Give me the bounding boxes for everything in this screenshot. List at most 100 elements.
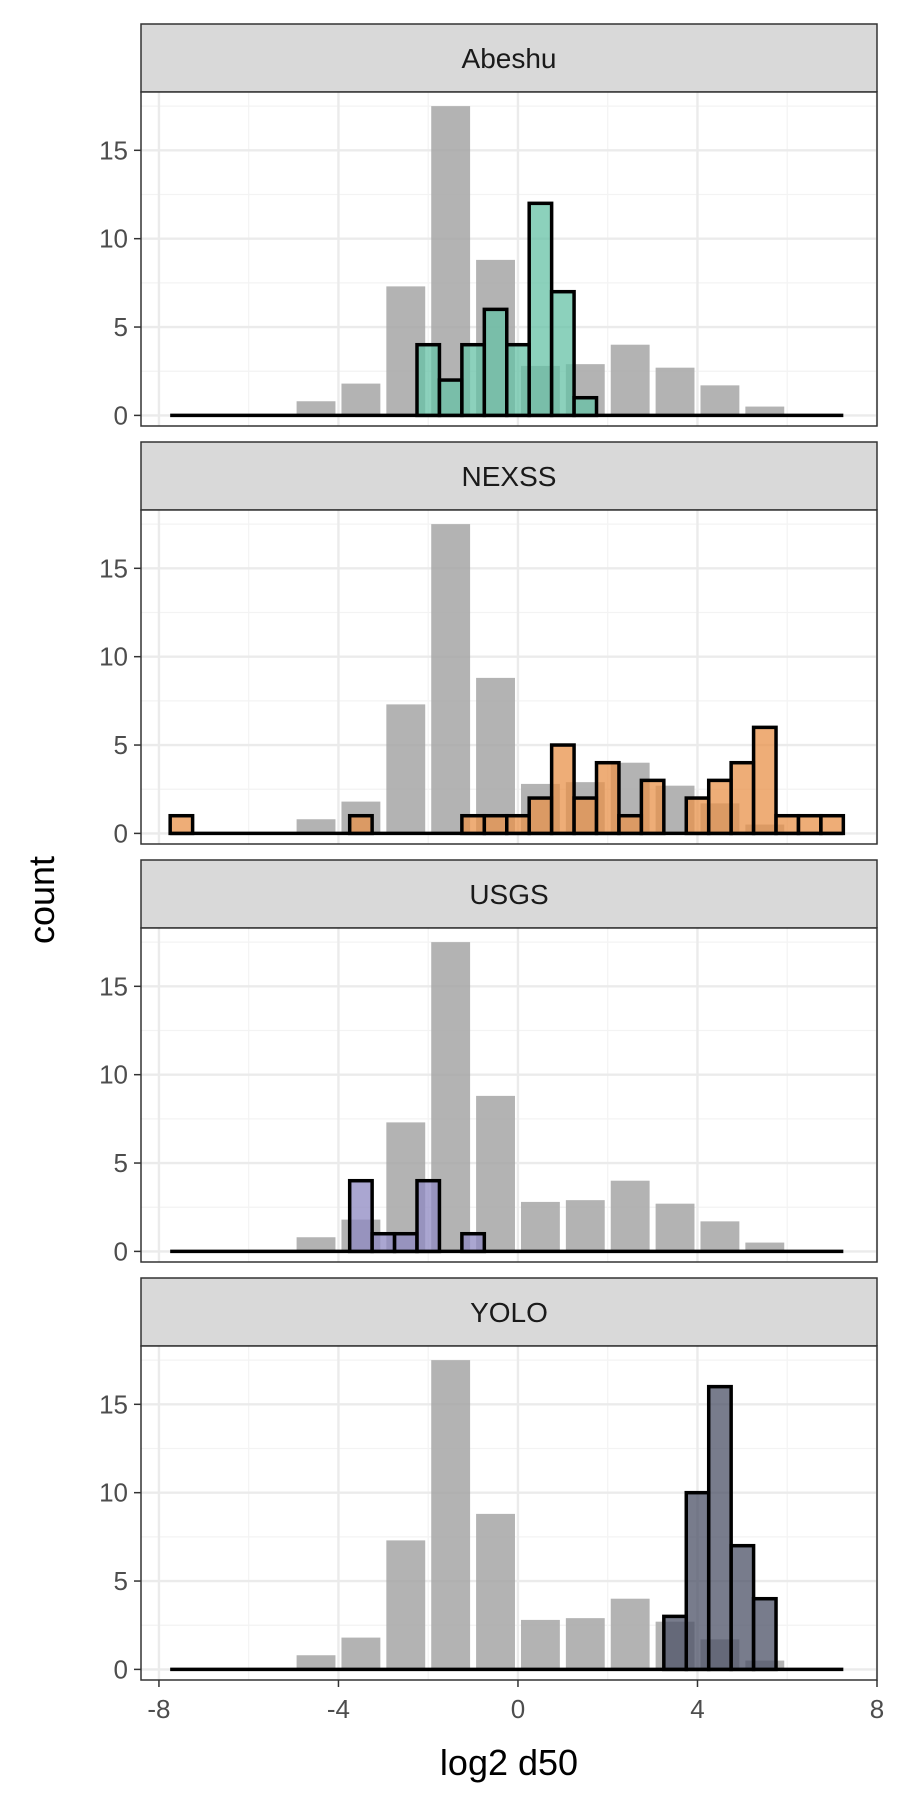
facet-strip-label: Abeshu [462, 43, 557, 74]
histogram-bar [482, 307, 509, 418]
histogram-bar [437, 378, 464, 418]
y-tick-label: 0 [114, 1654, 128, 1684]
y-tick-label: 5 [114, 1148, 128, 1178]
facet-usgs: USGS 0 5 10 15 [99, 859, 879, 1266]
histogram-bar [415, 342, 442, 418]
background-bar [520, 1201, 560, 1252]
background-bar [610, 1598, 650, 1670]
histogram-bar [639, 778, 666, 836]
x-axis-title: log2 d50 [440, 1742, 578, 1783]
histogram-bar [572, 395, 599, 418]
panel-border [140, 1345, 878, 1681]
background-bar [341, 383, 381, 416]
background-bar [700, 1221, 740, 1252]
histogram-bar [460, 1231, 487, 1254]
histogram-bar [549, 743, 576, 836]
histogram-bar [168, 813, 195, 836]
x-tick-label: 8 [870, 1694, 884, 1724]
facet-strip-label: NEXSS [462, 461, 557, 492]
y-tick-label: 5 [114, 730, 128, 760]
x-tick-label: 0 [511, 1694, 525, 1724]
histogram-bar [774, 813, 801, 836]
background-bar [655, 1203, 695, 1252]
y-tick-label: 10 [99, 224, 128, 254]
background-bar [476, 677, 515, 834]
background-bar [520, 1619, 560, 1670]
y-tick-label: 15 [99, 553, 128, 583]
histogram-bar [594, 760, 621, 836]
histogram-bar [729, 760, 756, 836]
histogram-bar [662, 1614, 689, 1672]
histogram-bar [370, 1231, 397, 1254]
histogram-bar [572, 796, 599, 836]
facet-strip [140, 441, 878, 511]
facet-strip [140, 1277, 878, 1347]
y-tick-label: 15 [99, 135, 128, 165]
y-tick-label: 0 [114, 400, 128, 430]
facet-yolo: YOLO 0 5 10 15 [99, 1277, 879, 1684]
background-bar [700, 385, 740, 416]
y-tick-label: 5 [114, 312, 128, 342]
background-bar [476, 1513, 515, 1670]
histogram-bar [347, 813, 374, 836]
background-bar [565, 1200, 605, 1252]
histogram-bar [415, 1178, 442, 1254]
background-bar [431, 1360, 471, 1670]
histogram-bar [460, 342, 487, 418]
background-bar [565, 1618, 605, 1670]
background-bar [386, 704, 426, 834]
y-tick-label: 0 [114, 818, 128, 848]
facet-nexss: NEXSS 0 5 10 15 [99, 441, 879, 848]
y-tick-label: 15 [99, 971, 128, 1001]
facet-abeshu: Abeshu 0 5 10 15 [99, 23, 879, 430]
y-tick-label: 10 [99, 642, 128, 672]
histogram-bar [527, 201, 554, 418]
x-tick-label: 4 [690, 1694, 704, 1724]
facet-strip [140, 859, 878, 929]
facet-strip-label: USGS [469, 879, 548, 910]
background-bar [431, 524, 471, 834]
histogram-bar [819, 813, 846, 836]
histogram-bar [751, 1596, 778, 1672]
background-bar [296, 1655, 336, 1670]
facet-strip-label: YOLO [470, 1297, 548, 1328]
y-tick-label: 15 [99, 1389, 128, 1419]
histogram-bar [347, 1178, 374, 1254]
histogram-bar [505, 342, 531, 418]
y-tick-label: 5 [114, 1566, 128, 1596]
background-bar [610, 1180, 650, 1252]
panel-border [140, 91, 878, 427]
histogram-bar [527, 796, 554, 836]
background-bar [610, 344, 650, 416]
histogram-bar [706, 778, 733, 836]
histogram-bar [549, 289, 576, 418]
panels-group: Abeshu 0 5 10 15 NEXSS 0 5 10 15 USGS 0 5 10 15 YOLO 0 5 1… [99, 23, 879, 1684]
background-bar [386, 1540, 426, 1670]
panel-border [140, 509, 878, 845]
x-tick-label: -8 [147, 1694, 170, 1724]
histogram-bar [684, 1490, 711, 1672]
histogram-bar [482, 813, 509, 836]
background-bar [745, 406, 785, 416]
x-axis: -8 -4 0 4 8 [147, 1680, 884, 1724]
background-bar [655, 367, 695, 416]
y-tick-label: 0 [114, 1236, 128, 1266]
histogram-bar [684, 796, 711, 836]
panel-border [140, 927, 878, 1263]
histogram-bar [751, 725, 778, 836]
histogram-bar [796, 813, 823, 836]
histogram-bar [460, 813, 487, 836]
histogram-bar [505, 813, 531, 836]
y-tick-label: 10 [99, 1060, 128, 1090]
histogram-bar [392, 1231, 419, 1254]
y-axis-title: count [21, 856, 62, 944]
histogram-bar [706, 1384, 733, 1672]
facet-strip [140, 23, 878, 93]
background-bar [745, 1242, 785, 1252]
background-bar [296, 1237, 336, 1252]
histogram-bar [729, 1543, 756, 1672]
background-bar [296, 819, 336, 834]
background-bar [341, 1637, 381, 1670]
histogram-bar [617, 813, 644, 836]
